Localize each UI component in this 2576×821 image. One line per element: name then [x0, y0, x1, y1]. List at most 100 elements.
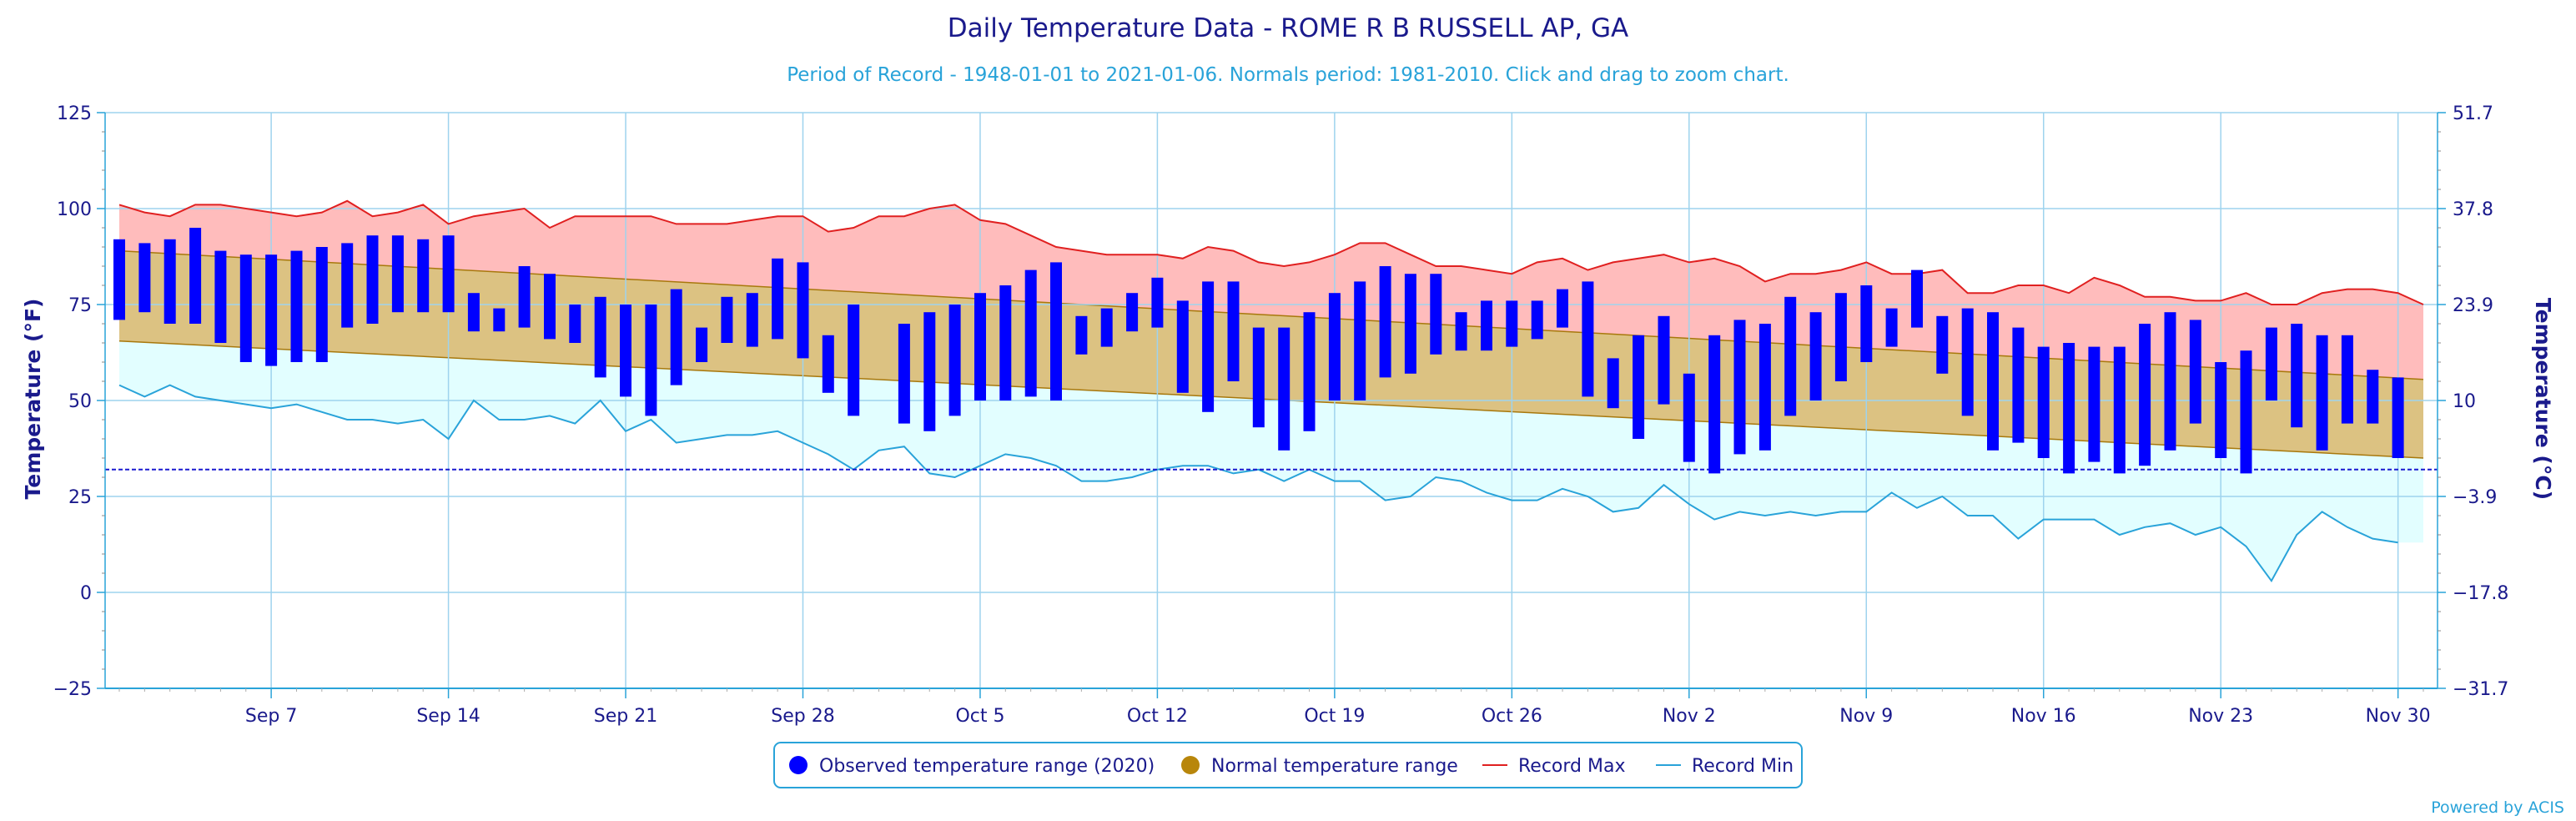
- observed-bar[interactable]: [467, 293, 480, 332]
- observed-bar[interactable]: [1809, 312, 1822, 400]
- credit-text[interactable]: Powered by ACIS: [2431, 798, 2564, 817]
- observed-bar[interactable]: [1151, 277, 1164, 328]
- observed-bar[interactable]: [1404, 274, 1416, 374]
- observed-bar[interactable]: [594, 296, 606, 378]
- observed-bar[interactable]: [1683, 373, 1695, 462]
- observed-bar[interactable]: [113, 239, 125, 320]
- observed-bar[interactable]: [417, 239, 430, 313]
- observed-bar[interactable]: [442, 235, 455, 313]
- observed-bar[interactable]: [2189, 320, 2201, 424]
- observed-bar[interactable]: [1860, 285, 1873, 362]
- observed-bar[interactable]: [1834, 293, 1847, 381]
- observed-bar[interactable]: [1708, 335, 1721, 474]
- legend-symbol-normal[interactable]: [1181, 756, 1200, 774]
- observed-bar[interactable]: [1430, 274, 1442, 355]
- observed-bar[interactable]: [645, 305, 657, 416]
- observed-bar[interactable]: [265, 254, 278, 366]
- observed-bar[interactable]: [2113, 346, 2126, 474]
- observed-bar[interactable]: [341, 243, 354, 328]
- observed-bar[interactable]: [1024, 269, 1037, 397]
- observed-bar[interactable]: [1758, 324, 1771, 451]
- observed-bar[interactable]: [1481, 300, 1492, 351]
- observed-bar[interactable]: [290, 250, 303, 362]
- observed-bar[interactable]: [1227, 281, 1240, 381]
- normal-range-band[interactable]: [119, 250, 2423, 458]
- observed-bar[interactable]: [772, 258, 784, 340]
- record-max-line[interactable]: [118, 199, 2424, 305]
- observed-bar[interactable]: [1557, 289, 1568, 328]
- observed-bar[interactable]: [1075, 315, 1088, 355]
- observed-bar[interactable]: [948, 305, 961, 416]
- observed-bar[interactable]: [1379, 266, 1391, 378]
- observed-bar[interactable]: [2367, 370, 2379, 424]
- observed-bar[interactable]: [2291, 324, 2303, 428]
- observed-bar[interactable]: [1733, 320, 1746, 455]
- observed-bar[interactable]: [1328, 293, 1341, 400]
- observed-bar[interactable]: [1176, 300, 1189, 393]
- observed-bar[interactable]: [1506, 300, 1518, 347]
- observed-bar[interactable]: [1987, 312, 1999, 451]
- observed-bar[interactable]: [797, 262, 809, 359]
- observed-bar[interactable]: [696, 327, 708, 362]
- observed-bar[interactable]: [1784, 296, 1797, 416]
- observed-bar[interactable]: [2316, 335, 2328, 451]
- observed-bar[interactable]: [544, 274, 556, 340]
- observed-bar[interactable]: [1582, 281, 1594, 397]
- legend-label-record-max[interactable]: Record Max: [1518, 756, 1626, 777]
- observed-bar[interactable]: [1126, 293, 1139, 332]
- observed-bar[interactable]: [2088, 346, 2101, 462]
- observed-bar[interactable]: [1303, 312, 1316, 431]
- observed-bar[interactable]: [2012, 327, 2025, 443]
- observed-bar[interactable]: [1050, 262, 1062, 400]
- plot-area[interactable]: [105, 112, 2438, 689]
- observed-bar[interactable]: [366, 235, 379, 324]
- observed-bar[interactable]: [2392, 377, 2404, 458]
- observed-bar[interactable]: [746, 293, 758, 347]
- observed-bar[interactable]: [1961, 308, 1974, 416]
- observed-bar[interactable]: [620, 305, 631, 397]
- observed-bar[interactable]: [1658, 315, 1670, 405]
- observed-bar[interactable]: [518, 266, 531, 328]
- legend-symbol-observed[interactable]: [789, 756, 808, 774]
- observed-bar[interactable]: [822, 335, 834, 393]
- observed-bar[interactable]: [1455, 312, 1467, 351]
- observed-bar[interactable]: [2037, 346, 2050, 458]
- observed-bar[interactable]: [848, 305, 860, 416]
- observed-bar[interactable]: [189, 228, 202, 324]
- observed-bar[interactable]: [2341, 335, 2353, 424]
- record-min-line[interactable]: [118, 384, 2398, 583]
- observed-bar[interactable]: [670, 289, 682, 385]
- observed-bar[interactable]: [391, 235, 404, 313]
- observed-bar[interactable]: [1202, 281, 1215, 412]
- observed-bar[interactable]: [493, 308, 506, 332]
- observed-bar[interactable]: [2164, 312, 2176, 451]
- observed-bar[interactable]: [569, 305, 581, 343]
- observed-bar[interactable]: [1252, 327, 1265, 428]
- observed-bar[interactable]: [1531, 300, 1543, 340]
- observed-bar[interactable]: [1936, 315, 1949, 374]
- legend-label-normal[interactable]: Normal temperature range: [1211, 756, 1458, 777]
- observed-bar[interactable]: [164, 239, 176, 324]
- observed-bar[interactable]: [1100, 308, 1113, 347]
- observed-bar[interactable]: [898, 324, 910, 424]
- observed-bar[interactable]: [1885, 308, 1898, 347]
- observed-bar[interactable]: [2215, 362, 2227, 458]
- observed-bar[interactable]: [2265, 327, 2277, 400]
- legend-label-observed[interactable]: Observed temperature range (2020): [819, 756, 1155, 777]
- observed-bar[interactable]: [214, 250, 227, 343]
- observed-bar[interactable]: [923, 312, 936, 431]
- observed-bar[interactable]: [974, 293, 986, 400]
- observed-bar[interactable]: [1911, 269, 1923, 328]
- observed-bar[interactable]: [239, 254, 252, 362]
- legend-label-record-min[interactable]: Record Min: [1692, 756, 1794, 777]
- observed-bar[interactable]: [1354, 281, 1366, 400]
- observed-bar[interactable]: [138, 243, 151, 313]
- observed-bar[interactable]: [2139, 324, 2151, 466]
- observed-bar[interactable]: [721, 296, 733, 343]
- observed-bar[interactable]: [1607, 358, 1619, 409]
- observed-bar[interactable]: [2063, 343, 2075, 474]
- observed-bar[interactable]: [1278, 327, 1291, 451]
- observed-bar[interactable]: [2240, 350, 2252, 474]
- observed-bar[interactable]: [315, 247, 328, 362]
